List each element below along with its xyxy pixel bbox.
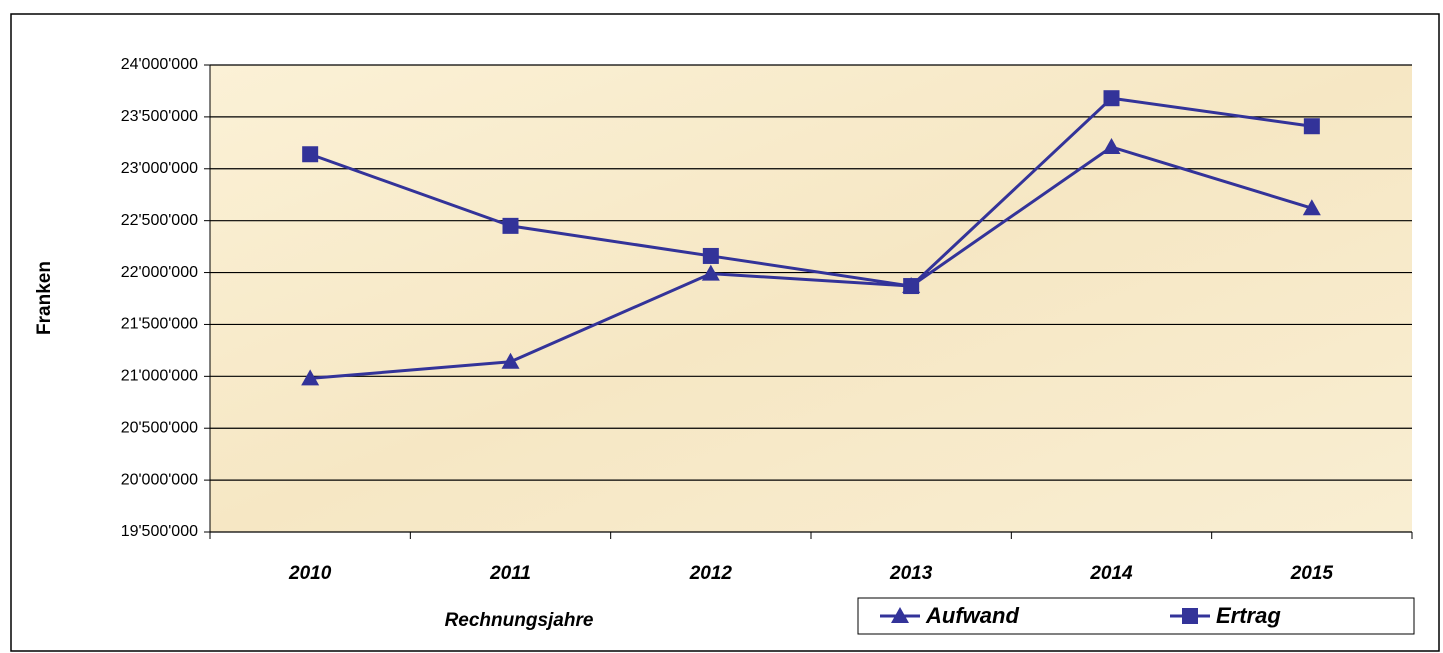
y-tick-label: 22'000'000 <box>121 264 198 281</box>
x-tick-label: 2013 <box>889 563 933 584</box>
data-point <box>1102 137 1121 154</box>
data-point <box>903 278 920 295</box>
x-tick-label: 2011 <box>489 563 531 584</box>
y-tick-label: 20'500'000 <box>121 419 198 436</box>
legend <box>857 597 1415 635</box>
legend-label: Ertrag <box>1216 603 1281 628</box>
y-tick-label: 19'500'000 <box>121 523 198 540</box>
data-point <box>1303 118 1320 135</box>
legend-label: Aufwand <box>925 603 1019 628</box>
data-point <box>302 146 319 163</box>
x-tick-label: 2012 <box>689 563 733 584</box>
y-tick-label: 22'500'000 <box>121 212 198 229</box>
plot-area <box>210 65 1412 532</box>
legend-marker <box>891 607 909 623</box>
y-tick-label: 23'000'000 <box>121 160 198 177</box>
y-tick-label: 20'000'000 <box>121 471 198 488</box>
x-tick-label: 2014 <box>1089 563 1133 584</box>
x-tick-label: 2015 <box>1290 563 1334 584</box>
y-tick-label: 21'500'000 <box>121 316 198 333</box>
x-tick-label: 2010 <box>288 563 332 584</box>
series-line <box>309 96 1313 288</box>
data-point <box>501 352 520 369</box>
data-point <box>1302 199 1321 216</box>
data-point <box>701 264 720 281</box>
legend-marker <box>1182 608 1198 624</box>
y-axis-title: Franken <box>34 261 55 335</box>
data-point <box>502 217 519 234</box>
data-point <box>702 247 719 264</box>
y-tick-label: 21'000'000 <box>121 368 198 385</box>
data-point <box>301 369 320 386</box>
data-point <box>1103 90 1120 107</box>
series-line <box>310 145 1313 380</box>
y-tick-label: 24'000'000 <box>121 56 198 73</box>
y-tick-label: 23'500'000 <box>121 108 198 125</box>
x-axis-title: Rechnungsjahre <box>445 610 594 631</box>
